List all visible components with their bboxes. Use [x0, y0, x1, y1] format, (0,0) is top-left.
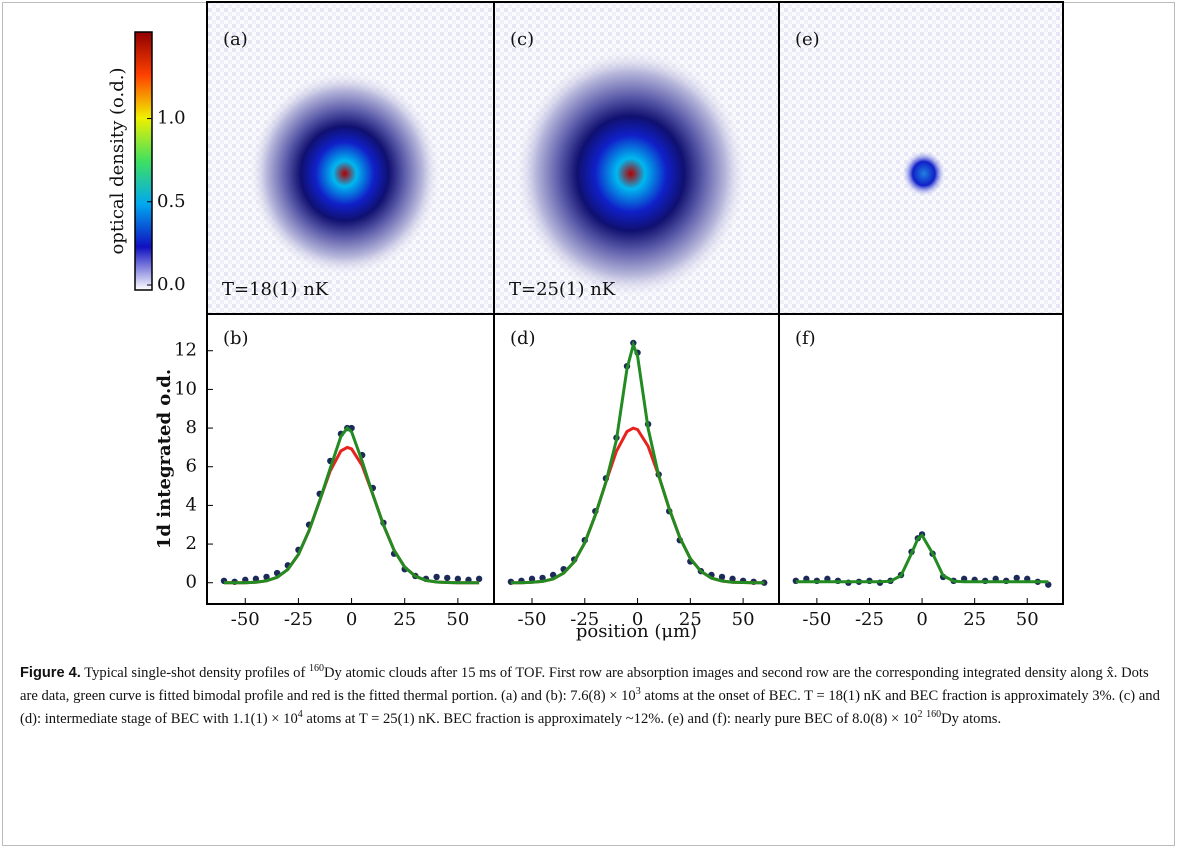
- y-tick-label: 6: [186, 456, 197, 477]
- atom-cloud: [246, 68, 443, 279]
- x-tick-label: 25: [679, 609, 702, 630]
- x-tick-label: -25: [855, 609, 884, 630]
- x-tick-label: 50: [1016, 609, 1039, 630]
- atom-cloud: [901, 149, 947, 198]
- caption-text: Dy atoms.: [941, 711, 1002, 727]
- panel-border: [778, 313, 1064, 605]
- x-tick-label: 0: [632, 609, 643, 630]
- data-dot: [761, 579, 768, 586]
- fit-curve: [795, 533, 1049, 584]
- data-dot: [1013, 574, 1020, 582]
- data-dot: [475, 575, 483, 583]
- x-axis-label: position (μm): [576, 621, 697, 642]
- colorbar-label: optical density (o.d.): [107, 67, 128, 254]
- colorbar-tick-label: 0.5: [157, 191, 186, 212]
- y-tick-label: 8: [186, 417, 197, 438]
- y-tick-label: 0: [186, 572, 197, 593]
- x-tick-label: 50: [446, 609, 469, 630]
- plot-area: [494, 314, 779, 604]
- data-dot: [729, 575, 736, 583]
- x-tick-label: -25: [570, 609, 599, 630]
- panel-label: (d): [510, 328, 536, 349]
- fit-curve: [510, 339, 765, 585]
- panel-label: (c): [510, 29, 534, 50]
- caption-text: atoms at the onset of BEC. T = 18(1) nK …: [20, 688, 1160, 727]
- panel-label: (a): [223, 29, 248, 50]
- caption: Figure 4. Typical single-shot density pr…: [20, 662, 1160, 731]
- temperature-label: T=18(1) nK: [222, 279, 329, 300]
- atom-cloud: [511, 46, 750, 302]
- colorbar-tick-label: 1.0: [157, 108, 186, 129]
- x-tick-label: 50: [732, 609, 755, 630]
- panel-label: (b): [223, 328, 249, 349]
- plot-area: [207, 314, 494, 604]
- plot-area: [779, 314, 1063, 604]
- x-tick-label: 0: [916, 609, 927, 630]
- figure: 0.0 0.5 1.0 optical density (o.d.) (a) T=18(1…: [107, 1, 1064, 642]
- y-tick-label: 2: [186, 533, 197, 554]
- superscript: 3: [635, 686, 641, 698]
- y-axis-label: 1d integrated o.d.: [154, 369, 175, 549]
- x-tick-label: 25: [393, 609, 416, 630]
- x-tick-label: -50: [518, 609, 547, 630]
- x-tick-label: -25: [284, 609, 313, 630]
- y-tick-label: 4: [186, 494, 197, 515]
- data-dot: [718, 573, 726, 581]
- superscript: 160: [926, 709, 942, 721]
- data-dot: [263, 573, 270, 581]
- data-dot: [252, 575, 260, 583]
- data-dot: [433, 573, 440, 581]
- data-dot: [454, 575, 462, 583]
- y-tick-label: 10: [174, 378, 197, 399]
- temperature-label: T=25(1) nK: [509, 279, 616, 300]
- panel-label: (f): [795, 328, 816, 349]
- x-tick-label: 0: [346, 609, 357, 630]
- caption-text: Dy atomic clouds after 15 ms of TOF. Fir…: [20, 665, 1149, 704]
- caption-text: atoms at T = 25(1) nK. BEC fraction is a…: [302, 711, 918, 727]
- colorbar-tick-label: 0.0: [157, 274, 186, 295]
- y-tick-label: 12: [174, 340, 197, 361]
- superscript: 4: [297, 709, 303, 721]
- caption-text: Typical single-shot density profiles of: [80, 665, 309, 681]
- colorbar: [134, 31, 153, 291]
- superscript: 2: [917, 709, 923, 721]
- x-tick-label: -50: [802, 609, 831, 630]
- fit-curve: [224, 425, 480, 585]
- x-tick-label: -50: [231, 609, 260, 630]
- data-dot: [528, 575, 536, 583]
- x-tick-label: 25: [963, 609, 986, 630]
- caption-label: Figure 4.: [20, 665, 81, 681]
- panel-label: (e): [795, 29, 820, 50]
- data-dot: [444, 574, 451, 582]
- superscript: 160: [308, 663, 324, 675]
